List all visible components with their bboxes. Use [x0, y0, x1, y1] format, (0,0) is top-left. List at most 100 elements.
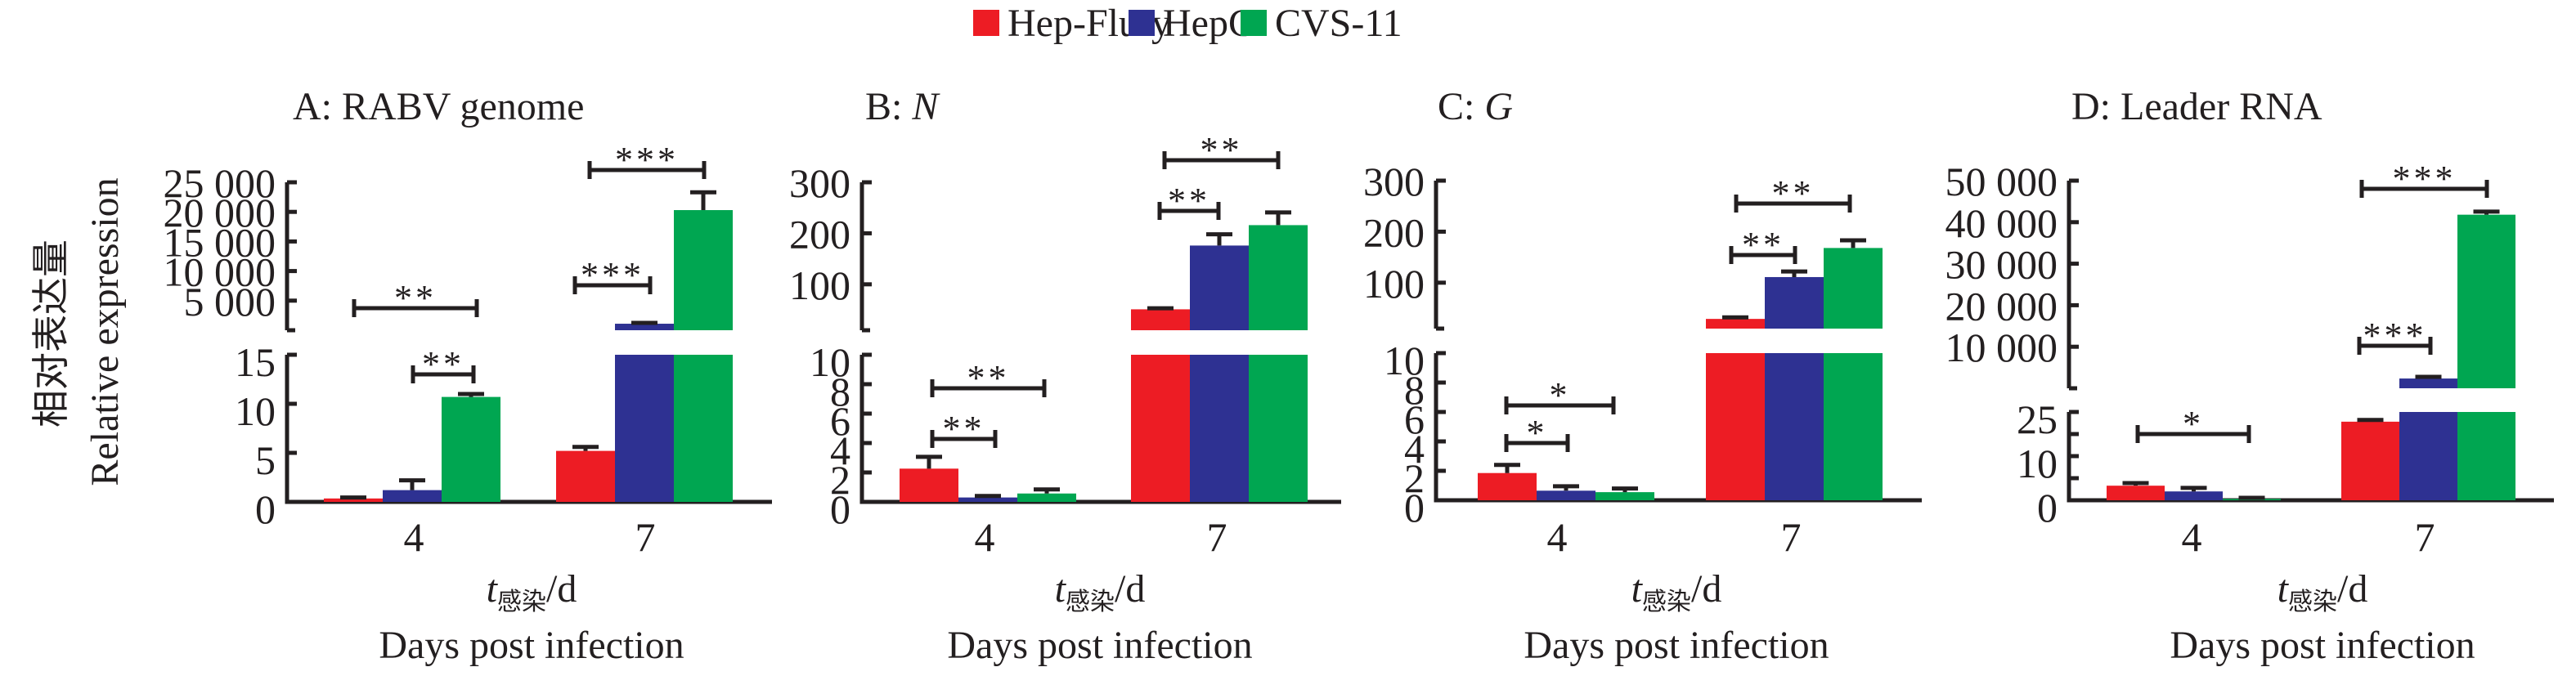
bar-cvs-11-day4	[1595, 492, 1654, 500]
significance-bracket	[2135, 425, 2251, 443]
significance-label: **	[943, 409, 985, 449]
x-axis-label-unit: /d	[1691, 567, 1721, 611]
significance-label: *	[2183, 404, 2204, 444]
error-bar	[1722, 315, 1748, 320]
panel-title-main: Leader RNA	[2120, 85, 2322, 128]
significance-label: ***	[615, 140, 679, 180]
y-tick-label-upper: 25 000	[164, 160, 276, 206]
x-axis-label-sub: 感染	[1642, 589, 1691, 616]
significance-label: **	[1772, 173, 1815, 213]
error-bar	[2238, 495, 2265, 500]
bar-cvs-11-day7-upper	[1249, 225, 1308, 330]
x-tick-label: 7	[1781, 514, 1802, 560]
legend: Hep-Flury HepG CVS-11	[973, 2, 1402, 45]
significance-bracket	[352, 299, 479, 317]
error-bar	[458, 392, 484, 397]
y-tick-label-lower: 0	[2037, 485, 2058, 531]
x-tick-label: 4	[975, 514, 995, 560]
y-axis-label-en: Relative expression	[83, 177, 127, 486]
significance-label: ***	[2363, 316, 2427, 356]
error-bar	[572, 445, 599, 451]
y-tick-label-lower: 10	[1384, 338, 1425, 383]
x-axis-label-var: t	[487, 567, 499, 611]
bar-hepg-day7-lower	[1190, 355, 1249, 502]
bar-hep-flury-day7-lower	[1131, 355, 1190, 502]
bar-cvs-11-day7-lower	[2457, 412, 2515, 500]
significance-bracket	[2359, 180, 2489, 198]
significance-label: **	[1742, 225, 1784, 265]
y-tick-label-lower: 4	[830, 428, 850, 473]
x-axis-label-cn: t感染/d	[1631, 567, 1722, 616]
bar-hepg-day4	[2165, 491, 2223, 500]
y-tick-label-upper: 100	[1363, 261, 1425, 307]
x-axis-label-sub: 感染	[2288, 589, 2337, 616]
bar-cvs-11-day7-upper	[1824, 248, 1883, 329]
x-tick-label: 7	[2415, 514, 2435, 560]
panel-title-main: RABV genome	[342, 85, 584, 128]
error-bar	[2473, 209, 2500, 215]
y-tick-label-lower: 15	[235, 339, 276, 385]
significance-bracket	[1504, 396, 1616, 414]
y-tick-label-upper: 200	[789, 211, 850, 257]
x-tick-label: 4	[404, 514, 424, 560]
panel-title-prefix: B:	[865, 85, 912, 128]
y-tick-label-lower: 4	[1404, 426, 1425, 472]
x-axis-label-var: t	[1055, 567, 1067, 611]
legend-label-cvs-11: CVS-11	[1275, 2, 1402, 45]
error-bar	[1494, 463, 1520, 473]
significance-bracket	[1162, 151, 1281, 169]
bar-hepg-day7-upper	[1190, 245, 1249, 330]
x-axis-label-var: t	[1631, 567, 1644, 611]
bar-hepg-day7-upper	[1765, 276, 1824, 329]
error-bar	[1147, 306, 1174, 311]
y-tick-label-upper: 20 000	[164, 190, 276, 235]
y-tick-label-lower: 0	[1404, 485, 1425, 531]
bar-hep-flury-day7	[2341, 421, 2399, 500]
bar-hepg-day7-lower	[2399, 412, 2457, 500]
y-tick-label-lower: 8	[830, 369, 850, 414]
significance-bracket	[930, 430, 998, 448]
x-axis-label-unit: /d	[2337, 567, 2367, 611]
x-axis-label-cn: t感染/d	[1055, 567, 1146, 616]
bar-hepg-day7-lower	[615, 355, 674, 502]
y-tick-label-upper: 50 000	[1945, 159, 2058, 204]
significance-bracket	[1157, 202, 1221, 220]
x-axis-label-unit: /d	[546, 567, 577, 611]
error-bar	[975, 494, 1001, 499]
error-bar	[1612, 486, 1638, 493]
y-tick-label-lower: 2	[1404, 455, 1425, 501]
error-bar	[631, 320, 657, 325]
significance-bracket	[1504, 434, 1570, 452]
panel-title-prefix: C:	[1438, 85, 1484, 128]
error-bar	[2357, 418, 2384, 423]
y-tick-label-lower: 6	[1404, 396, 1425, 442]
panel-title: A: RABV genome	[293, 85, 584, 128]
x-axis-label-cn: t感染/d	[2278, 567, 2368, 616]
x-axis-label-unit: /d	[1115, 567, 1145, 611]
error-bar	[1206, 232, 1232, 246]
y-tick-label-upper: 10 000	[164, 249, 276, 295]
bar-hepg-day4	[1537, 490, 1595, 500]
legend-swatch-hep-flury	[973, 10, 999, 36]
error-bar	[1781, 269, 1807, 277]
y-tick-label-upper: 200	[1363, 209, 1425, 255]
bar-hepg-day4	[958, 497, 1017, 502]
y-tick-label-lower: 0	[255, 486, 276, 532]
significance-bracket	[1729, 246, 1797, 264]
panel-title-prefix: A:	[293, 85, 342, 128]
x-axis-label-sub: 感染	[1066, 589, 1115, 616]
significance-label: **	[422, 344, 464, 384]
y-tick-label-upper: 20 000	[1945, 283, 2058, 329]
panel-title-prefix: D:	[2071, 85, 2120, 128]
significance-bracket	[587, 161, 707, 179]
bar-hep-flury-day4	[324, 498, 383, 502]
bar-cvs-11-day7-lower	[674, 355, 733, 502]
y-tick-label-lower: 6	[830, 398, 850, 444]
legend-swatch-cvs-11	[1241, 10, 1267, 36]
y-tick-label-lower: 25	[2017, 396, 2058, 442]
panel-title: C: G	[1438, 85, 1513, 128]
error-bar	[1265, 210, 1291, 226]
y-tick-label-lower: 10	[235, 388, 276, 434]
